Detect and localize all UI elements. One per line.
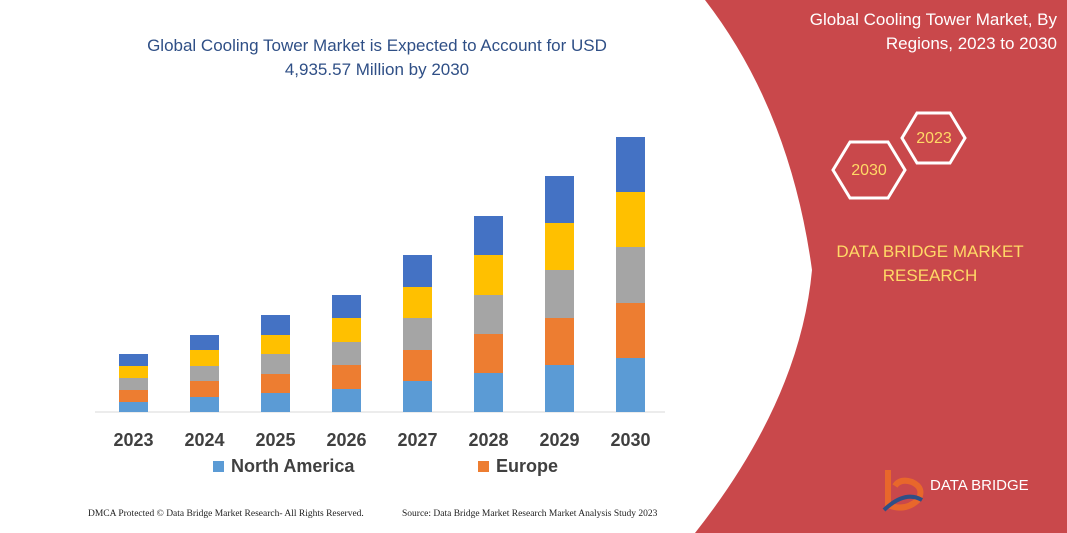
bar-segment [332,365,361,389]
bar-segment [403,318,432,350]
bar-segment [119,354,148,366]
bar-segment [119,366,148,378]
bar-segment [474,373,503,412]
bar-segment [190,366,219,381]
bar-segment [332,295,361,318]
badge-end: 2030 [851,162,887,179]
bar-segment [616,358,645,412]
legend-label: Europe [496,456,558,476]
bar-segment [545,176,574,223]
brand: DATA BRIDGE MARKET RESEARCH [836,242,1024,285]
x-tick-label: 2029 [539,430,579,450]
bar-segment [119,402,148,412]
bar-segment [616,192,645,247]
badge-start: 2023 [916,130,952,147]
panel-title: Global Cooling Tower Market, By Regions,… [809,10,1057,53]
hexagon [831,140,907,200]
footer-right: Source: Data Bridge Market Research Mark… [402,509,658,519]
bar-segment [332,318,361,342]
side-panel [695,0,1067,533]
bar-segment [332,389,361,412]
bar-segment [332,342,361,365]
logo-mark [882,494,924,512]
bar-segment [545,270,574,318]
x-tick-label: 2025 [255,430,295,450]
x-tick-label: 2023 [113,430,153,450]
bar-segment [190,350,219,366]
legend-swatch [213,461,224,472]
footer-left: DMCA Protected © Data Bridge Market Rese… [88,509,364,519]
bar-segment [616,303,645,358]
logo-text: DATA BRIDGE [930,477,1029,494]
bar-segment [261,393,290,412]
bar-segment [190,335,219,350]
chart-title: Global Cooling Tower Market is Expected … [147,36,607,79]
legend-swatch [478,461,489,472]
x-tick-label: 2024 [184,430,224,450]
bar-segment [474,216,503,255]
bar-segment [190,381,219,397]
bar-segment [403,381,432,412]
bar-segment [403,287,432,318]
x-tick-label: 2027 [397,430,437,450]
bar-segment [261,374,290,393]
bar-segment [190,397,219,412]
bar-segment [474,334,503,373]
x-tick-label: 2030 [610,430,650,450]
bar-segment [616,137,645,192]
bar-segment [261,354,290,374]
bar-segment [261,335,290,354]
bar-segment [545,318,574,365]
x-tick-label: 2028 [468,430,508,450]
bar-segment [545,365,574,412]
bar-segment [261,315,290,335]
bar-segment [119,390,148,402]
bar-segment [403,350,432,381]
bar-segment [474,295,503,334]
logo-mark [885,470,924,511]
hexagon [900,111,967,165]
bar-segment [616,247,645,303]
bar-segment [403,255,432,287]
legend-label: North America [231,456,355,476]
bar-segment [474,255,503,295]
x-tick-label: 2026 [326,430,366,450]
bar-segment [119,378,148,390]
bar-segment [545,223,574,270]
